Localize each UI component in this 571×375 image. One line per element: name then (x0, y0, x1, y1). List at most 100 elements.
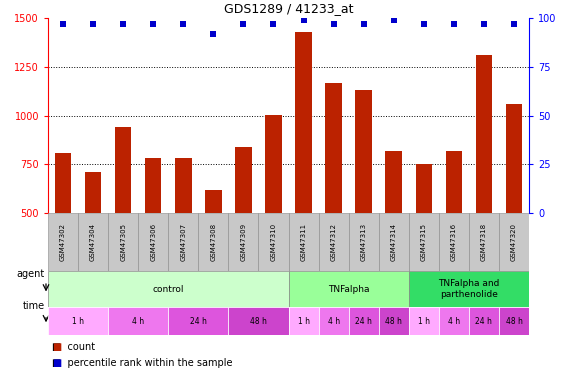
Text: ■: ■ (52, 358, 61, 368)
Bar (469, 307, 499, 335)
Text: GSM47314: GSM47314 (391, 223, 397, 261)
Text: 24 h: 24 h (190, 316, 207, 326)
Text: GSM47312: GSM47312 (331, 223, 336, 261)
Text: GSM47320: GSM47320 (511, 223, 517, 261)
Text: GSM47305: GSM47305 (120, 223, 126, 261)
Text: GSM47307: GSM47307 (180, 223, 186, 261)
Bar (295, 32, 312, 213)
Bar (499, 213, 529, 271)
Bar (48, 213, 78, 271)
Text: GSM47311: GSM47311 (300, 223, 307, 261)
Point (359, 21, 368, 27)
Bar (138, 213, 168, 271)
Bar (115, 127, 131, 213)
Bar (228, 213, 259, 271)
Text: ■: ■ (52, 342, 61, 352)
Text: time: time (23, 301, 45, 311)
Point (58, 21, 67, 27)
Bar (235, 147, 252, 213)
Point (419, 21, 428, 27)
Bar (78, 213, 108, 271)
Point (269, 21, 278, 27)
Text: GSM47313: GSM47313 (361, 223, 367, 261)
Text: GSM47309: GSM47309 (240, 223, 247, 261)
Bar (108, 213, 138, 271)
Bar (349, 213, 379, 271)
Point (148, 21, 158, 27)
Point (329, 21, 338, 27)
Text: GDS1289 / 41233_at: GDS1289 / 41233_at (224, 3, 353, 15)
Bar (355, 90, 372, 213)
Text: GSM47304: GSM47304 (90, 223, 96, 261)
Bar (319, 213, 349, 271)
Point (89, 21, 98, 27)
Bar (48, 271, 288, 307)
Text: 1 h: 1 h (418, 316, 430, 326)
Point (209, 31, 218, 37)
Text: 48 h: 48 h (385, 316, 402, 326)
Bar (85, 172, 102, 213)
Point (119, 21, 128, 27)
Text: ■  percentile rank within the sample: ■ percentile rank within the sample (52, 358, 232, 368)
Text: 4 h: 4 h (448, 316, 460, 326)
Text: 1 h: 1 h (72, 316, 84, 326)
Bar (409, 307, 439, 335)
Point (239, 21, 248, 27)
Bar (469, 213, 499, 271)
Bar (168, 213, 198, 271)
Bar (265, 114, 282, 213)
Bar (409, 271, 529, 307)
Bar (506, 104, 522, 213)
Bar (145, 158, 162, 213)
Bar (288, 307, 319, 335)
Point (299, 17, 308, 23)
Bar (385, 151, 402, 213)
Bar (205, 190, 222, 213)
Text: agent: agent (17, 269, 45, 279)
Text: 24 h: 24 h (355, 316, 372, 326)
Text: 4 h: 4 h (132, 316, 144, 326)
Bar (439, 213, 469, 271)
Bar (379, 213, 409, 271)
Bar (175, 158, 191, 213)
Text: 4 h: 4 h (328, 316, 340, 326)
Text: 1 h: 1 h (297, 316, 309, 326)
Text: GSM47306: GSM47306 (150, 223, 156, 261)
Text: 48 h: 48 h (250, 316, 267, 326)
Text: 24 h: 24 h (476, 316, 492, 326)
Point (479, 21, 488, 27)
Bar (259, 213, 288, 271)
Bar (416, 164, 432, 213)
Text: GSM47302: GSM47302 (60, 223, 66, 261)
Bar (439, 307, 469, 335)
Bar (108, 307, 168, 335)
Bar (476, 55, 492, 213)
Bar (499, 307, 529, 335)
Bar (325, 83, 342, 213)
Point (449, 21, 459, 27)
Text: TNFalpha: TNFalpha (328, 285, 369, 294)
Text: GSM47308: GSM47308 (210, 223, 216, 261)
Text: ■  count: ■ count (52, 342, 95, 352)
Text: control: control (152, 285, 184, 294)
Bar (48, 307, 108, 335)
Bar (168, 307, 228, 335)
Text: GSM47318: GSM47318 (481, 223, 487, 261)
Text: GSM47310: GSM47310 (271, 223, 276, 261)
Text: 48 h: 48 h (505, 316, 522, 326)
Text: GSM47316: GSM47316 (451, 223, 457, 261)
Point (179, 21, 188, 27)
Bar (288, 213, 319, 271)
Text: GSM47315: GSM47315 (421, 223, 427, 261)
Bar (198, 213, 228, 271)
Bar (288, 271, 409, 307)
Point (389, 17, 399, 23)
Bar (445, 151, 462, 213)
Bar (55, 153, 71, 213)
Text: TNFalpha and
parthenolide: TNFalpha and parthenolide (438, 279, 500, 299)
Bar (409, 213, 439, 271)
Point (509, 21, 518, 27)
Bar (228, 307, 288, 335)
Bar (319, 307, 349, 335)
Bar (349, 307, 379, 335)
